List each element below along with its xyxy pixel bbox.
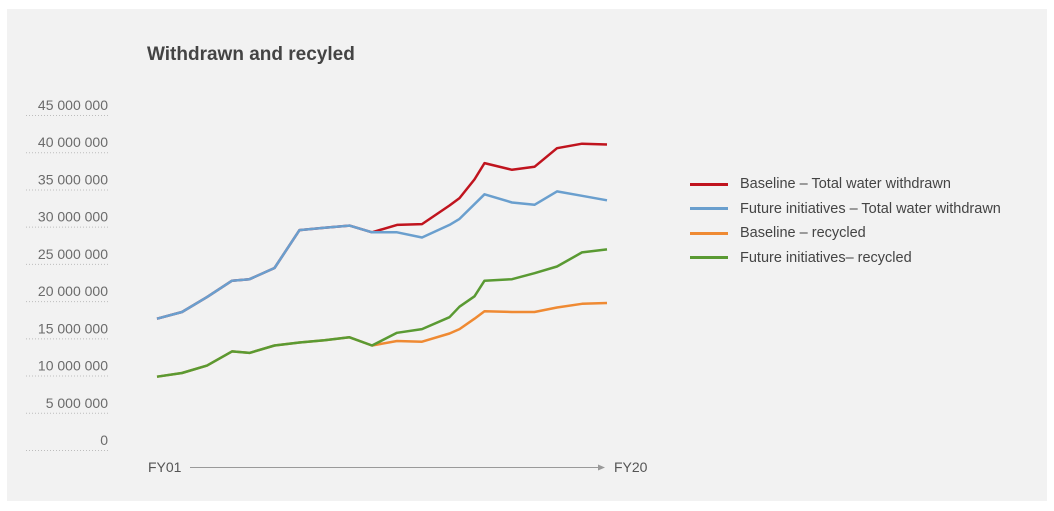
legend: Baseline – Total water withdrawn Future i… [690, 172, 1001, 270]
y-tick-label: 20 000 000 [38, 283, 108, 299]
y-axis: 45 000 000 40 000 000 35 000 000 30 000 000… [26, 97, 108, 451]
legend-swatch [690, 182, 728, 186]
legend-label: Baseline – recycled [740, 225, 866, 242]
legend-swatch [690, 256, 728, 260]
chart-title: Withdrawn and recyled [147, 44, 355, 65]
y-tick-label: 45 000 000 [38, 97, 108, 113]
series-line-3 [156, 248, 608, 378]
legend-label: Future initiatives– recycled [740, 249, 912, 266]
legend-item: Future initiatives– recycled [690, 246, 1001, 271]
x-end-label: FY20 [614, 459, 648, 475]
y-tick-label: 35 000 000 [38, 171, 108, 187]
chart-panel [7, 9, 1047, 501]
legend-item: Baseline – Total water withdrawn [690, 172, 1001, 197]
y-tick-label: 15 000 000 [38, 320, 108, 336]
legend-label: Future initiatives – Total water withdra… [740, 200, 1001, 217]
y-tick-label: 5 000 000 [46, 395, 108, 411]
y-tick-label: 30 000 000 [38, 209, 108, 225]
legend-label: Baseline – Total water withdrawn [740, 176, 951, 193]
x-axis-arrow-head [598, 464, 605, 471]
x-axis: FY01 FY20 [148, 459, 648, 475]
series-line-1 [156, 190, 608, 320]
series-lines [156, 142, 608, 378]
x-start-label: FY01 [148, 459, 182, 475]
y-tick-label: 25 000 000 [38, 246, 108, 262]
y-tick-label: 10 000 000 [38, 358, 108, 374]
legend-item: Baseline – recycled [690, 221, 1001, 246]
y-tick-label: 40 000 000 [38, 134, 108, 150]
legend-item: Future initiatives – Total water withdra… [690, 197, 1001, 222]
legend-swatch [690, 207, 728, 211]
legend-swatch [690, 231, 728, 235]
y-tick-label: 0 [100, 432, 108, 448]
